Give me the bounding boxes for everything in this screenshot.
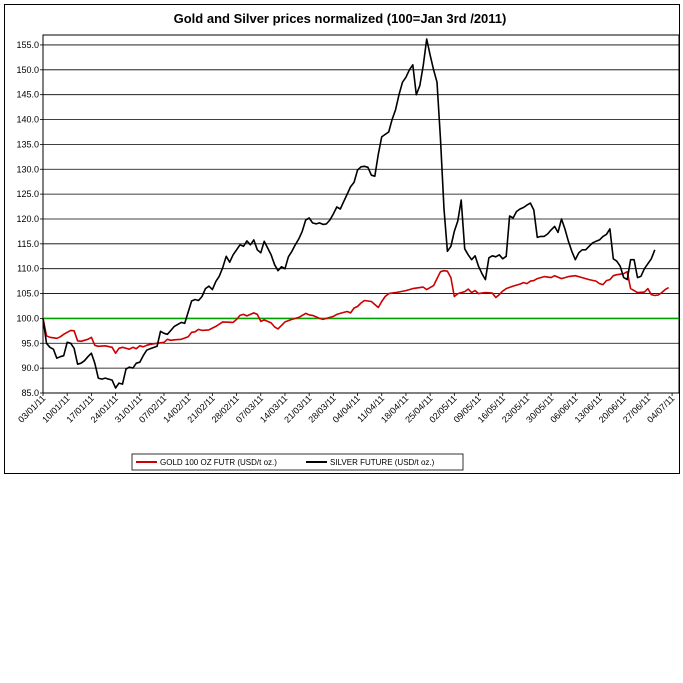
x-axis-ticks: 03/01/1110/01/1117/01/1124/01/1131/01/11… [16, 393, 677, 425]
legend-label-silver: SILVER FUTURE (USD/t oz.) [330, 458, 435, 467]
legend-box [131, 453, 464, 471]
y-tick-label: 110.0 [17, 264, 39, 274]
chart-svg: Gold and Silver prices normalized (100=J… [16, 11, 680, 471]
y-tick-label: 155.0 [16, 40, 39, 50]
y-tick-label: 95.0 [21, 338, 39, 348]
legend: GOLD 100 OZ FUTR (USD/t oz.) SILVER FUTU… [131, 453, 464, 471]
y-tick-label: 90.0 [21, 363, 39, 373]
series-layer [42, 38, 670, 389]
y-axis-ticks: 85.0 90.0 95.0 100.0 105.0 110.0 115.0 120.0 125… [16, 40, 43, 398]
y-tick-label: 100.0 [16, 313, 39, 323]
y-tick-label: 105.0 [16, 289, 39, 299]
plot-area [42, 34, 680, 394]
y-tick-label: 125.0 [16, 189, 39, 199]
y-tick-label: 85.0 [21, 388, 39, 398]
silver-series-line [42, 38, 656, 389]
legend-label-gold: GOLD 100 OZ FUTR (USD/t oz.) [160, 458, 277, 467]
y-tick-label: 130.0 [16, 164, 39, 174]
y-tick-label: 140.0 [16, 115, 39, 125]
chart-frame: Gold and Silver prices normalized (100=J… [4, 4, 680, 474]
gold-series-line [42, 269, 670, 355]
y-tick-label: 145.0 [16, 90, 39, 100]
y-tick-label: 150.0 [16, 65, 39, 75]
y-tick-label: 115.0 [17, 239, 39, 249]
y-tick-label: 135.0 [16, 139, 39, 149]
grid-layer [42, 34, 680, 394]
y-tick-label: 120.0 [16, 214, 39, 224]
chart-title: Gold and Silver prices normalized (100=J… [174, 11, 507, 26]
